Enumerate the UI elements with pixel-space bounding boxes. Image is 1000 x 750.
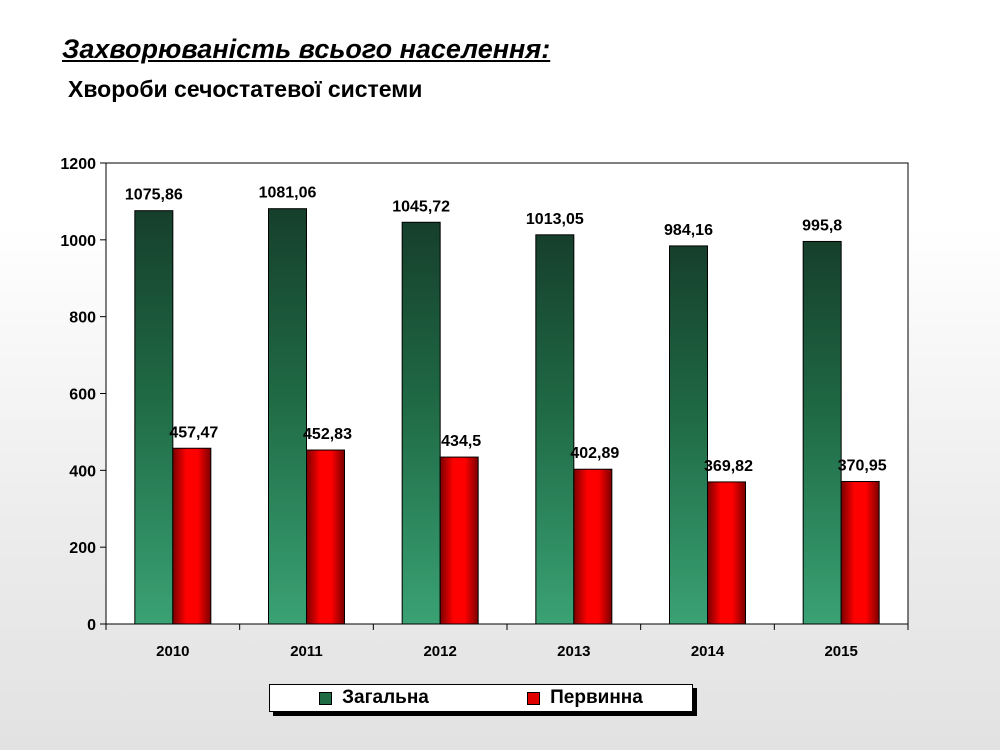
- bar-series-2: [707, 481, 746, 625]
- legend-swatch-series-2: [527, 691, 541, 705]
- x-tick-label: 2011: [290, 643, 323, 660]
- data-label-series-1: 1013,05: [526, 211, 584, 228]
- x-tick-label: 2014: [691, 643, 725, 660]
- bars: [134, 208, 880, 625]
- y-tick-label: 0: [87, 617, 96, 634]
- bar-series-1: [802, 240, 842, 625]
- legend-item-series-1: Загальна: [319, 687, 429, 709]
- data-label-series-1: 984,16: [664, 222, 713, 239]
- y-tick-label: 1000: [60, 233, 96, 250]
- bar-series-2: [306, 449, 345, 625]
- data-label-series-2: 402,89: [570, 445, 619, 462]
- plot-area: [105, 162, 909, 625]
- x-tick-label: 2015: [824, 643, 857, 660]
- y-tick-label: 200: [69, 540, 96, 557]
- data-label-series-1: 995,8: [802, 217, 842, 234]
- legend-label-series-1: Загальна: [342, 687, 429, 708]
- x-tick-label: 2012: [423, 643, 456, 660]
- bar-series-1: [669, 245, 708, 625]
- bar-series-2: [573, 468, 613, 625]
- data-label-series-2: 452,83: [303, 426, 352, 443]
- y-tick-label: 400: [69, 463, 96, 480]
- data-label-series-2: 370,95: [838, 457, 887, 474]
- x-tick-label: 2010: [156, 643, 189, 660]
- x-tick-label: 2013: [557, 643, 590, 660]
- legend-item-series-2: Первинна: [527, 687, 643, 709]
- bar-series-2: [439, 456, 479, 625]
- x-axis: 2010 2011 2012 2013 2014 2015: [105, 624, 909, 660]
- bar-series-2: [172, 447, 212, 625]
- bar-series-1: [268, 208, 307, 625]
- page-subtitle: Хвороби сечостатевої системи: [68, 76, 423, 102]
- data-label-series-2: 369,82: [704, 458, 753, 475]
- data-label-series-1: 1045,72: [392, 198, 450, 215]
- bar-series-1: [401, 221, 441, 625]
- y-tick-label: 600: [69, 387, 96, 404]
- y-axis: 0 200 400 600 800 1000 1200: [60, 156, 106, 634]
- y-tick-label: 1200: [60, 156, 96, 173]
- data-label-series-2: 457,47: [169, 424, 218, 441]
- legend-label-series-2: Первинна: [550, 687, 643, 708]
- legend: Загальна Первинна: [269, 684, 693, 712]
- bar-series-1: [535, 234, 575, 625]
- data-labels: 1075,86 457,47 1081,06 452,83 1045,72 434,5 10…: [125, 185, 887, 475]
- data-label-series-1: 1081,06: [259, 185, 317, 202]
- page-title: Захворюваність всього населення:: [62, 34, 551, 64]
- data-label-series-2: 434,5: [441, 433, 481, 450]
- bar-series-1: [134, 210, 174, 625]
- y-tick-label: 800: [69, 310, 96, 327]
- legend-swatch-series-1: [319, 691, 333, 705]
- data-label-series-1: 1075,86: [125, 187, 183, 204]
- bar-series-2: [840, 480, 880, 625]
